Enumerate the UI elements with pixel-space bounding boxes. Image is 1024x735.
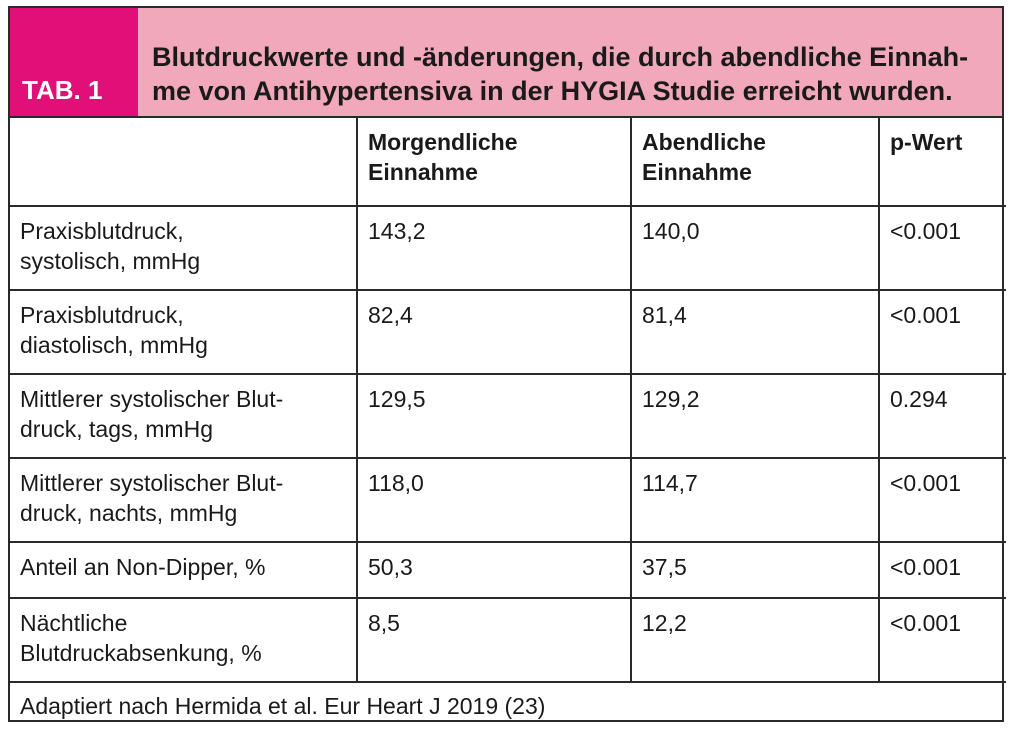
row-label: Anteil an Non-Dipper, % [10, 541, 358, 599]
cell-evening: 37,5 [630, 541, 880, 599]
cell-evening: 129,2 [630, 373, 880, 459]
row-label: Praxisblutdruck, diastolisch, mmHg [10, 289, 358, 375]
table-number-label: TAB. 1 [10, 8, 138, 116]
column-header-empty [10, 118, 358, 207]
table-header: TAB. 1 Blutdruckwerte und -änderungen, d… [10, 8, 1002, 118]
table-row: Anteil an Non-Dipper, % 50,3 37,5 <0.001 [10, 541, 1006, 599]
column-header-p-value: p-Wert [878, 118, 1006, 207]
row-label: Praxisblutdruck, systolisch, mmHg [10, 205, 358, 291]
table-row: Mittlerer systolischer Blut- druck, tags… [10, 373, 1006, 459]
cell-evening: 140,0 [630, 205, 880, 291]
row-label: Nächtliche Blutdruckabsenkung, % [10, 597, 358, 683]
column-header-morning: Morgendliche Einnahme [356, 118, 632, 207]
table-row: Praxisblutdruck, systolisch, mmHg 143,2 … [10, 205, 1006, 291]
row-label: Mittlerer systolischer Blut- druck, tags… [10, 373, 358, 459]
cell-morning: 50,3 [356, 541, 632, 599]
table-row: Praxisblutdruck, diastolisch, mmHg 82,4 … [10, 289, 1006, 375]
table-frame: TAB. 1 Blutdruckwerte und -änderungen, d… [8, 6, 1006, 728]
cell-p-value: <0.001 [878, 289, 1006, 375]
table-title: Blutdruckwerte und -änderungen, die durc… [138, 8, 1002, 116]
data-table: Morgendliche Einnahme Abendliche Einnahm… [10, 118, 1006, 728]
cell-p-value: 0.294 [878, 373, 1006, 459]
cell-morning: 82,4 [356, 289, 632, 375]
column-header-evening: Abendliche Einnahme [630, 118, 880, 207]
column-header-row: Morgendliche Einnahme Abendliche Einnahm… [10, 118, 1006, 207]
cell-evening: 12,2 [630, 597, 880, 683]
cell-morning: 129,5 [356, 373, 632, 459]
table-row: Mittlerer systolischer Blut- druck, nach… [10, 457, 1006, 543]
cell-evening: 114,7 [630, 457, 880, 543]
cell-p-value: <0.001 [878, 205, 1006, 291]
cell-p-value: <0.001 [878, 541, 1006, 599]
footnote-row: Adaptiert nach Hermida et al. Eur Heart … [10, 681, 1006, 728]
source-footnote: Adaptiert nach Hermida et al. Eur Heart … [10, 681, 1006, 728]
cell-morning: 118,0 [356, 457, 632, 543]
table-row: Nächtliche Blutdruckabsenkung, % 8,5 12,… [10, 597, 1006, 683]
cell-morning: 8,5 [356, 597, 632, 683]
cell-morning: 143,2 [356, 205, 632, 291]
cell-p-value: <0.001 [878, 457, 1006, 543]
row-label: Mittlerer systolischer Blut- druck, nach… [10, 457, 358, 543]
cell-p-value: <0.001 [878, 597, 1006, 683]
cell-evening: 81,4 [630, 289, 880, 375]
